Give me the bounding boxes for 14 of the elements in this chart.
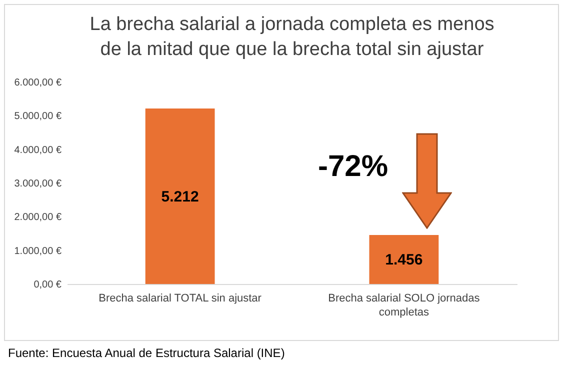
annotation: -72% xyxy=(318,150,388,184)
y-tick-label: 6.000,00 € xyxy=(14,78,62,88)
y-tick-label: 2.000,00 € xyxy=(14,212,62,224)
y-tick-label: 0,00 € xyxy=(34,280,62,290)
source-note: Fuente: Encuesta Anual de Estructura Salarial (INE) xyxy=(8,346,285,360)
y-tick-label: 5.000,00 € xyxy=(14,111,62,122)
y-tick-label: 3.000,00 € xyxy=(14,178,62,190)
x-tick-label: Brecha salarial SOLO jornadas completas xyxy=(328,292,480,318)
data-label: 5.212 xyxy=(161,188,199,206)
x-tick-label: Brecha salarial TOTAL sin ajustar xyxy=(98,292,262,304)
chart-title: La brecha salarial a jornada completa es menos de la mitad que que la brecha total sin ajustar xyxy=(90,14,494,60)
y-tick-label: 1.000,00 € xyxy=(14,246,62,257)
data-label: 1.456 xyxy=(385,251,423,268)
y-tick-label: 4.000,00 € xyxy=(14,144,62,156)
